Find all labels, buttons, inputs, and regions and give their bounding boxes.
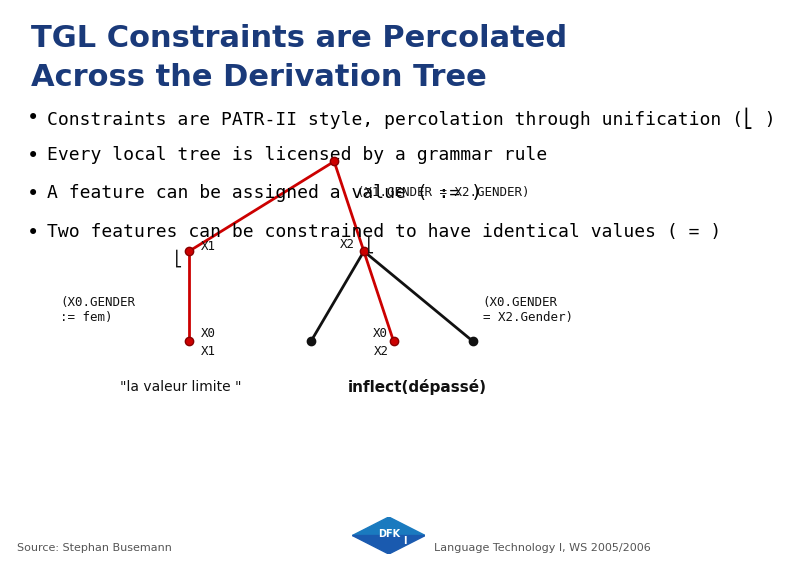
Text: A feature can be assigned a value ( := ): A feature can be assigned a value ( := ) (47, 185, 482, 202)
Text: Language Technology I, WS 2005/2006: Language Technology I, WS 2005/2006 (434, 543, 651, 553)
Text: X2: X2 (373, 345, 389, 358)
Text: (X1.GENDER = X2.GENDER): (X1.GENDER = X2.GENDER) (357, 186, 530, 199)
Text: X0: X0 (373, 327, 387, 340)
Text: ⎣: ⎣ (366, 235, 375, 254)
Text: X2: X2 (339, 238, 355, 251)
Text: Source: Stephan Busemann: Source: Stephan Busemann (17, 543, 173, 553)
Text: •: • (28, 146, 40, 166)
Text: X1: X1 (201, 345, 215, 358)
Text: "la valeur limite ": "la valeur limite " (120, 380, 241, 394)
Text: Constraints are PATR-II style, percolation through unification (⎣ ): Constraints are PATR-II style, percolati… (47, 108, 776, 129)
Text: DFK: DFK (377, 528, 400, 539)
Text: (X0.GENDER
= X2.Gender): (X0.GENDER = X2.Gender) (483, 296, 573, 324)
Text: I: I (403, 536, 407, 546)
Polygon shape (352, 517, 425, 536)
Text: X1: X1 (201, 241, 215, 253)
Text: X0: X0 (201, 327, 215, 340)
Text: Every local tree is licensed by a grammar rule: Every local tree is licensed by a gramma… (47, 146, 548, 164)
Text: •: • (28, 223, 40, 243)
Text: (X0.GENDER
:= fem): (X0.GENDER := fem) (60, 296, 135, 324)
Text: Across the Derivation Tree: Across the Derivation Tree (31, 63, 486, 92)
Text: •: • (28, 108, 40, 128)
Polygon shape (352, 536, 425, 554)
Text: inflect(dépassé): inflect(dépassé) (347, 379, 486, 395)
Text: ⎣: ⎣ (174, 250, 184, 267)
Text: •: • (28, 185, 40, 205)
Text: TGL Constraints are Percolated: TGL Constraints are Percolated (31, 24, 567, 53)
Text: Two features can be constrained to have identical values ( = ): Two features can be constrained to have … (47, 223, 722, 241)
